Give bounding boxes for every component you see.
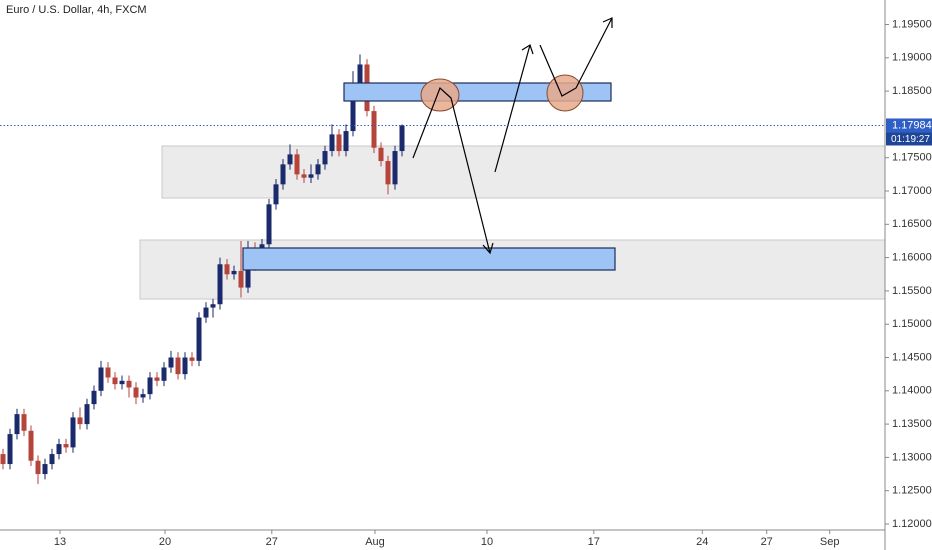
candle-body [28, 430, 34, 461]
candle-body [49, 454, 55, 465]
candle-body [322, 151, 328, 165]
candle-body [70, 417, 76, 448]
y-tick-label: 1.17500 [892, 152, 932, 164]
price-label-box [886, 118, 932, 133]
candle-body [77, 417, 83, 425]
candle-body [203, 307, 209, 318]
candle-body [63, 444, 69, 448]
candle-body [91, 390, 97, 405]
arrow [539, 17, 613, 97]
candle-body [7, 434, 13, 465]
candle-body [161, 367, 167, 381]
candle-body [196, 317, 202, 361]
arrowhead [482, 242, 494, 255]
y-tick-label: 1.15000 [892, 318, 932, 330]
y-tick-label: 1.12000 [892, 518, 932, 530]
y-tick-label: 1.17000 [892, 185, 932, 197]
y-tick-label: 1.14500 [892, 351, 932, 363]
candle-body [42, 464, 48, 475]
x-tick-label: 13 [54, 536, 66, 548]
candle-body [238, 270, 244, 288]
candle-body [315, 164, 321, 175]
countdown-box [886, 132, 932, 146]
candle-body [154, 377, 160, 381]
candle-body [126, 380, 132, 388]
arrow [412, 86, 491, 254]
y-tick-label: 1.16000 [892, 252, 932, 264]
arrow [494, 44, 531, 173]
candle-body [217, 264, 223, 305]
x-tick-label: 20 [159, 536, 171, 548]
arrowhead [602, 17, 613, 28]
candle-body [378, 147, 384, 162]
candle-body [98, 367, 104, 391]
countdown: 01:19:27 [891, 134, 930, 145]
candle-body [231, 270, 237, 275]
box [242, 247, 616, 271]
candle-body [371, 111, 377, 148]
candle-body [133, 387, 139, 398]
candle-body [35, 460, 41, 475]
candle-body [182, 357, 188, 375]
candle-body [392, 151, 398, 185]
zone [161, 145, 886, 199]
candle-body [336, 134, 342, 152]
x-tick-label: Aug [365, 536, 385, 548]
candle-body [175, 357, 181, 375]
y-tick-label: 1.15500 [892, 285, 932, 297]
candle-body [357, 64, 363, 85]
plot [0, 54, 405, 485]
arrows [412, 17, 613, 255]
y-tick-label: 1.14000 [892, 385, 932, 397]
candle-body [105, 367, 111, 378]
candle-body [0, 454, 6, 465]
candle-body [140, 394, 146, 398]
chart-title: Euro / U.S. Dollar, 4h, FXCM [6, 4, 147, 16]
circle [420, 78, 460, 112]
candle-body [385, 161, 391, 185]
x-tick-label: 27 [761, 536, 773, 548]
candle-body [84, 404, 90, 425]
candle-body [210, 304, 216, 308]
candle-body [280, 164, 286, 185]
y-tick-label: 1.12500 [892, 485, 932, 497]
box [343, 82, 612, 102]
candle-body [294, 154, 300, 175]
price-label: 1.17984 [892, 119, 932, 131]
candle-body [147, 377, 153, 395]
x-tick-label: 24 [696, 536, 708, 548]
candle-body [343, 131, 349, 152]
candle-body [119, 380, 125, 385]
y-tick-label: 1.19000 [892, 52, 932, 64]
y-tick-label: 1.16500 [892, 218, 932, 230]
drawings-top [242, 17, 616, 271]
candle-body [287, 154, 293, 165]
candle-body [329, 134, 335, 152]
candle-body [266, 204, 272, 245]
candle-body [21, 414, 27, 431]
x-tick-label: 27 [266, 536, 278, 548]
x-tick-label: Sep [820, 536, 840, 548]
candle-body [168, 357, 174, 368]
y-tick-label: 1.13000 [892, 451, 932, 463]
y-tick-label: 1.18500 [892, 85, 932, 97]
x-tick-label: 17 [588, 536, 600, 548]
candle-body [350, 84, 356, 132]
circle [546, 74, 584, 112]
candle-body [189, 357, 195, 361]
arrowhead [521, 44, 534, 55]
candle-body [14, 414, 20, 435]
candle-body [301, 174, 307, 178]
y-tick-label: 1.19500 [892, 18, 932, 30]
candle-body [224, 264, 230, 275]
y-tick-label: 1.13500 [892, 418, 932, 430]
candle-body [56, 444, 62, 455]
drawings [139, 145, 886, 300]
candle-body [399, 125, 405, 152]
candle-body [308, 174, 314, 178]
candle-body [273, 184, 279, 205]
x-tick-label: 10 [481, 536, 493, 548]
candle-body [112, 377, 118, 385]
